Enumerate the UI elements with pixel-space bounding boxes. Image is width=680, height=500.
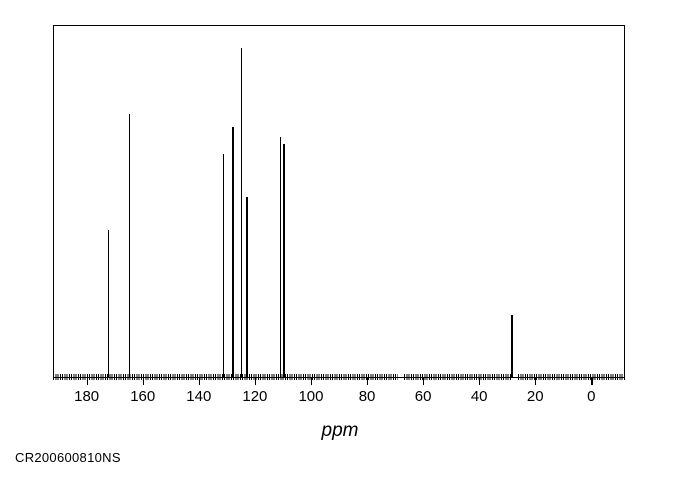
x-axis-tick-label-100: 100: [291, 388, 331, 405]
nmr-spectrum-chart: 180 160 140 120 100 80 60 40 20 0 ppm CR200600810…: [0, 0, 680, 500]
x-axis-label: ppm: [322, 420, 359, 442]
spectrum-peak-0: [108, 230, 109, 379]
x-axis-tick-label-80: 80: [347, 388, 387, 405]
spectrum-peak-1: [129, 114, 130, 378]
baseline-noise-segment-2: [404, 374, 512, 380]
spectrum-peak-2: [223, 154, 224, 378]
plot-area-border: [53, 25, 625, 378]
x-axis-tick-140: [199, 378, 200, 385]
x-axis-tick-100: [311, 378, 312, 385]
x-axis-tick-label-60: 60: [403, 388, 443, 405]
x-axis-tick-label-0: 0: [571, 388, 611, 405]
baseline-noise-segment-3: [518, 374, 625, 380]
x-axis-tick-label-120: 120: [235, 388, 275, 405]
x-axis-tick-80: [367, 378, 368, 385]
x-axis-tick-120: [255, 378, 256, 385]
x-axis-tick-label-20: 20: [515, 388, 555, 405]
x-axis-tick-20: [535, 378, 536, 385]
x-axis-tick-label-40: 40: [459, 388, 499, 405]
x-axis-tick-label-160: 160: [123, 388, 163, 405]
x-axis-tick-label-140: 140: [179, 388, 219, 405]
spectrum-peak-3: [232, 127, 233, 378]
x-axis-tick-160: [143, 378, 144, 385]
spectrum-peak-8: [511, 315, 512, 378]
spectrum-peak-5: [246, 197, 247, 379]
x-axis-tick-60: [423, 378, 424, 385]
sample-id-label: CR200600810NS: [15, 450, 121, 465]
x-axis-tick-label-180: 180: [67, 388, 107, 405]
spectrum-peak-4: [241, 48, 242, 378]
baseline-noise-segment-1: [53, 374, 398, 380]
x-axis-tick-40: [479, 378, 480, 385]
x-axis-tick-0: [591, 378, 592, 385]
x-axis-tick-180: [87, 378, 88, 385]
spectrum-peak-6: [280, 137, 281, 378]
spectrum-peak-7: [283, 144, 284, 378]
